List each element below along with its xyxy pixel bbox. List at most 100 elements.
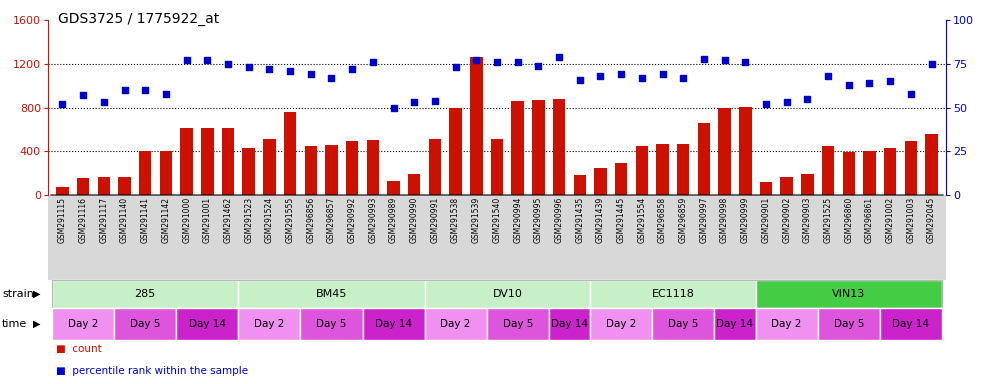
Bar (759, 182, 772, 195)
Text: GSM290993: GSM290993 (369, 197, 378, 243)
Text: DV10: DV10 (492, 289, 522, 299)
Bar (243, 148, 254, 195)
Bar (139, 151, 151, 195)
Bar (160, 151, 172, 195)
Text: VIN13: VIN13 (832, 289, 866, 299)
Text: Day 2: Day 2 (254, 319, 284, 329)
Point (261, 66, 277, 72)
Text: GSM291142: GSM291142 (161, 197, 170, 243)
Text: Day 2: Day 2 (606, 319, 636, 329)
Text: GSM290902: GSM290902 (782, 197, 791, 243)
Point (841, 82, 857, 88)
Bar (201, 128, 214, 195)
Text: GSM296857: GSM296857 (327, 197, 336, 243)
Point (551, 54, 567, 60)
Point (427, 98, 443, 104)
Text: GSM291524: GSM291524 (264, 197, 274, 243)
Text: Day 2: Day 2 (440, 319, 471, 329)
Text: GSM291555: GSM291555 (285, 197, 294, 243)
Text: GSM291002: GSM291002 (886, 197, 895, 243)
Bar (780, 177, 793, 195)
Point (758, 101, 774, 107)
Bar (615, 163, 627, 195)
Text: ■  count: ■ count (56, 344, 101, 354)
Point (344, 66, 360, 72)
Point (303, 71, 319, 77)
Point (592, 73, 608, 79)
Point (241, 64, 256, 70)
Text: GSM291525: GSM291525 (824, 197, 833, 243)
Bar (325, 145, 338, 195)
Point (510, 59, 526, 65)
Point (220, 61, 236, 67)
Point (903, 90, 918, 96)
Point (447, 64, 463, 70)
Bar (118, 177, 131, 195)
Point (76, 92, 91, 98)
Bar (181, 128, 193, 195)
Text: Day 5: Day 5 (834, 319, 864, 329)
Text: GSM296856: GSM296856 (306, 197, 315, 243)
Text: GSM291000: GSM291000 (182, 197, 191, 243)
Text: GSM292045: GSM292045 (927, 197, 936, 243)
Text: GSM291439: GSM291439 (596, 197, 605, 243)
Text: GSM291445: GSM291445 (616, 197, 625, 243)
Bar (388, 181, 400, 195)
Bar (222, 128, 235, 195)
Bar (574, 175, 586, 195)
Bar (449, 108, 462, 195)
Text: Day 2: Day 2 (68, 319, 98, 329)
Text: GSM291462: GSM291462 (224, 197, 233, 243)
Text: GSM290997: GSM290997 (700, 197, 709, 243)
Point (386, 104, 402, 111)
Text: GSM291435: GSM291435 (576, 197, 584, 243)
Bar (635, 146, 648, 195)
Bar (77, 178, 89, 195)
Text: GSM291538: GSM291538 (451, 197, 460, 243)
Bar (822, 146, 834, 195)
Point (179, 57, 195, 63)
Bar (263, 139, 275, 195)
Bar (740, 107, 751, 195)
Text: GSM296860: GSM296860 (844, 197, 853, 243)
Point (634, 74, 650, 81)
Point (738, 59, 753, 65)
Text: ▶: ▶ (33, 319, 40, 329)
Point (572, 76, 587, 83)
Point (717, 57, 733, 63)
Point (95, 99, 111, 105)
Bar (532, 100, 545, 195)
Point (55, 101, 71, 107)
Point (468, 57, 484, 63)
Text: GSM290989: GSM290989 (389, 197, 398, 243)
Bar (843, 152, 855, 195)
Text: GSM290903: GSM290903 (803, 197, 812, 243)
Bar (304, 146, 317, 195)
Bar (512, 101, 524, 195)
Point (489, 59, 505, 65)
Bar (884, 148, 897, 195)
Point (820, 73, 836, 79)
Point (158, 90, 174, 96)
Bar (97, 177, 110, 195)
Text: time: time (2, 319, 27, 329)
Text: GDS3725 / 1775922_at: GDS3725 / 1775922_at (58, 12, 220, 26)
Point (407, 99, 422, 105)
Text: EC1118: EC1118 (651, 289, 695, 299)
Text: Day 5: Day 5 (316, 319, 347, 329)
Point (655, 71, 671, 77)
Bar (428, 139, 441, 195)
Text: ■  percentile rank within the sample: ■ percentile rank within the sample (56, 366, 248, 376)
Text: GSM296859: GSM296859 (679, 197, 688, 243)
Bar (801, 174, 813, 195)
Text: BM45: BM45 (316, 289, 347, 299)
Text: Day 14: Day 14 (717, 319, 753, 329)
Text: GSM290991: GSM290991 (430, 197, 439, 243)
Point (282, 68, 298, 74)
Bar (470, 57, 482, 195)
Bar (367, 140, 379, 195)
Bar (719, 108, 731, 195)
Text: GSM291117: GSM291117 (99, 197, 108, 243)
Bar (698, 123, 710, 195)
Bar (656, 144, 669, 195)
